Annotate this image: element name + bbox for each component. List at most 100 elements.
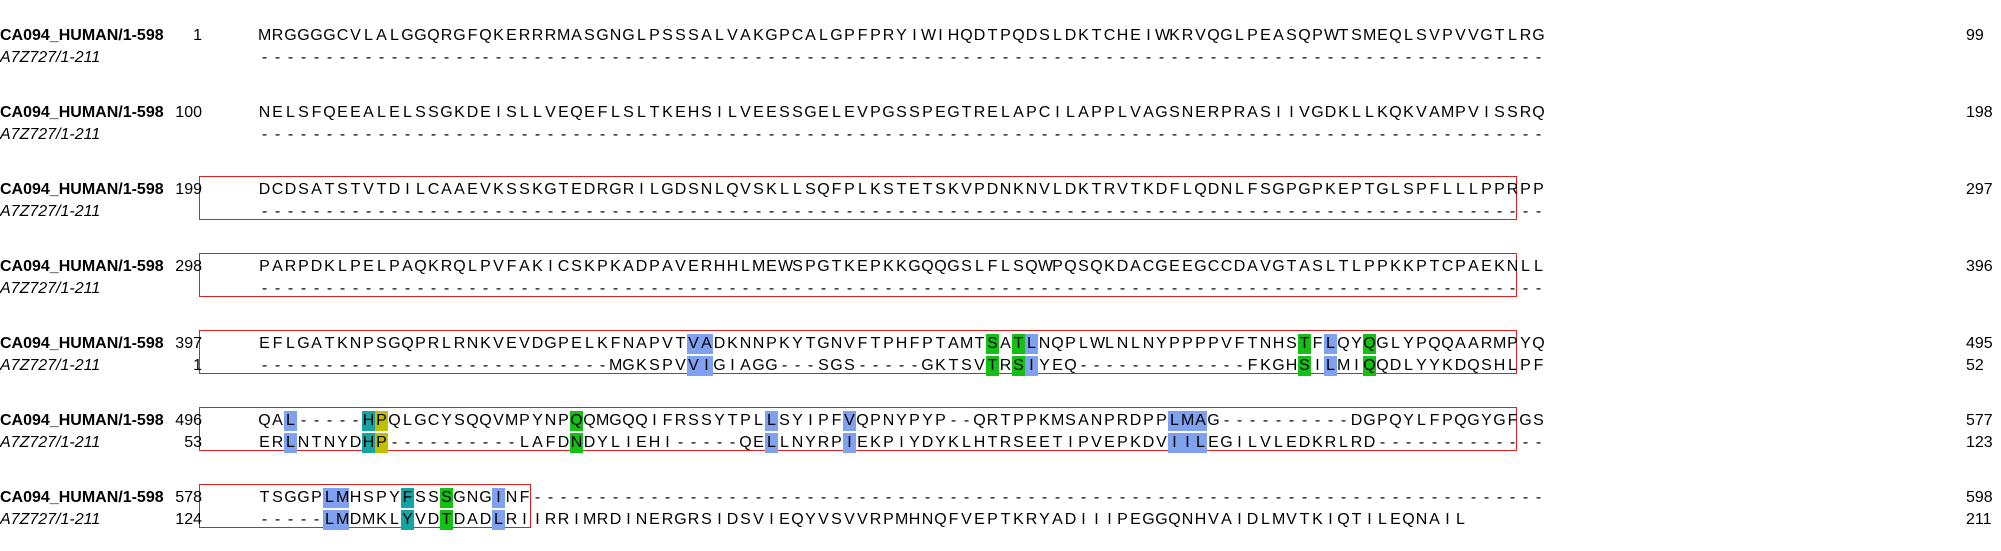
gap: - bbox=[1327, 203, 1334, 220]
residue: S bbox=[831, 511, 842, 528]
residue: P bbox=[740, 412, 751, 429]
gap: - bbox=[781, 126, 788, 143]
sequence-name: CA094_HUMAN/1-598 bbox=[0, 27, 164, 44]
residue: E bbox=[935, 104, 946, 121]
residue: G bbox=[544, 335, 557, 352]
gap: - bbox=[1158, 126, 1165, 143]
gap: - bbox=[807, 126, 814, 143]
gap: - bbox=[664, 126, 671, 143]
residue: P bbox=[597, 258, 608, 275]
residue: V bbox=[1039, 181, 1050, 198]
sequence-name: A7Z727/1-211 bbox=[0, 357, 101, 374]
residue: K bbox=[532, 181, 543, 198]
gap: - bbox=[300, 511, 307, 528]
residue: Y bbox=[896, 27, 907, 44]
gap: - bbox=[300, 203, 307, 220]
gap: - bbox=[1067, 489, 1074, 506]
gap: - bbox=[1249, 489, 1256, 506]
residue: I bbox=[1237, 434, 1242, 451]
residue: K bbox=[1013, 181, 1024, 198]
gap: - bbox=[807, 357, 814, 374]
residue: C bbox=[271, 181, 284, 198]
residue: L bbox=[520, 434, 529, 451]
residue: G bbox=[284, 489, 297, 506]
gap: - bbox=[1028, 126, 1035, 143]
residue: V bbox=[1260, 258, 1271, 275]
gap: - bbox=[755, 126, 762, 143]
residue: I bbox=[492, 488, 505, 508]
residue: A bbox=[272, 258, 283, 275]
gap: - bbox=[469, 49, 476, 66]
sequence-start-position: 100 bbox=[175, 104, 202, 121]
gap: - bbox=[1535, 203, 1542, 220]
residue: D bbox=[531, 335, 544, 352]
residue: I bbox=[730, 357, 735, 374]
residue: Y bbox=[935, 434, 946, 451]
gap: - bbox=[716, 434, 723, 451]
residue: A bbox=[636, 335, 647, 352]
gap: - bbox=[950, 412, 957, 429]
gap: - bbox=[963, 126, 970, 143]
residue: S bbox=[805, 181, 816, 198]
gap: - bbox=[378, 357, 385, 374]
sequence-end-position: 123 bbox=[1966, 434, 1993, 451]
residue: V bbox=[675, 258, 686, 275]
gap: - bbox=[1158, 280, 1165, 297]
residue: N bbox=[466, 489, 479, 506]
gap: - bbox=[1301, 49, 1308, 66]
residue: Q bbox=[388, 412, 401, 429]
gap: - bbox=[742, 49, 749, 66]
gap: - bbox=[599, 280, 606, 297]
residue: P bbox=[298, 258, 309, 275]
residue: A bbox=[1247, 104, 1258, 121]
residue: L bbox=[1508, 27, 1517, 44]
residue: D bbox=[583, 434, 596, 451]
residue: Q bbox=[401, 335, 414, 352]
residue: V bbox=[662, 335, 673, 352]
gap: - bbox=[599, 49, 606, 66]
residue: Q bbox=[1389, 412, 1402, 429]
gap: - bbox=[482, 434, 489, 451]
residue: S bbox=[909, 104, 920, 121]
residue: L bbox=[1131, 335, 1140, 352]
residue: K bbox=[1442, 357, 1453, 374]
residue: L bbox=[1352, 258, 1361, 275]
residue: K bbox=[1390, 258, 1401, 275]
residue: I bbox=[1328, 511, 1333, 528]
sequence-start-position: 1 bbox=[193, 27, 202, 44]
residue: R bbox=[440, 258, 453, 275]
gap: - bbox=[781, 49, 788, 66]
sequence-end-position: 198 bbox=[1966, 104, 1993, 121]
residue: E bbox=[1169, 258, 1180, 275]
gap: - bbox=[911, 489, 918, 506]
sequence-start-position: 124 bbox=[175, 511, 202, 528]
sequence-end-position: 211 bbox=[1966, 511, 1992, 528]
gap: - bbox=[833, 280, 840, 297]
gap: - bbox=[872, 489, 879, 506]
residue: S bbox=[883, 181, 894, 198]
residue: Y bbox=[1403, 412, 1414, 429]
residue: S bbox=[688, 412, 699, 429]
residue: I bbox=[1276, 104, 1281, 121]
gap: - bbox=[1080, 280, 1087, 297]
residue: D bbox=[973, 27, 986, 44]
residue: A bbox=[805, 27, 816, 44]
residue: E bbox=[636, 434, 647, 451]
gap: - bbox=[690, 203, 697, 220]
sequence-start-position: 53 bbox=[184, 434, 202, 451]
residue: L bbox=[416, 181, 425, 198]
gap: - bbox=[573, 489, 580, 506]
residue: L bbox=[284, 411, 297, 431]
residue: T bbox=[961, 104, 972, 121]
gap: - bbox=[313, 126, 320, 143]
residue: T bbox=[649, 104, 660, 121]
residue: E bbox=[259, 335, 270, 352]
residue: Y bbox=[805, 434, 816, 451]
residue: V bbox=[740, 181, 751, 198]
gap: - bbox=[326, 49, 333, 66]
gap: - bbox=[1509, 203, 1516, 220]
residue: I bbox=[843, 433, 856, 453]
gap: - bbox=[1483, 126, 1490, 143]
residue: I bbox=[1146, 27, 1151, 44]
residue: V bbox=[843, 411, 856, 431]
